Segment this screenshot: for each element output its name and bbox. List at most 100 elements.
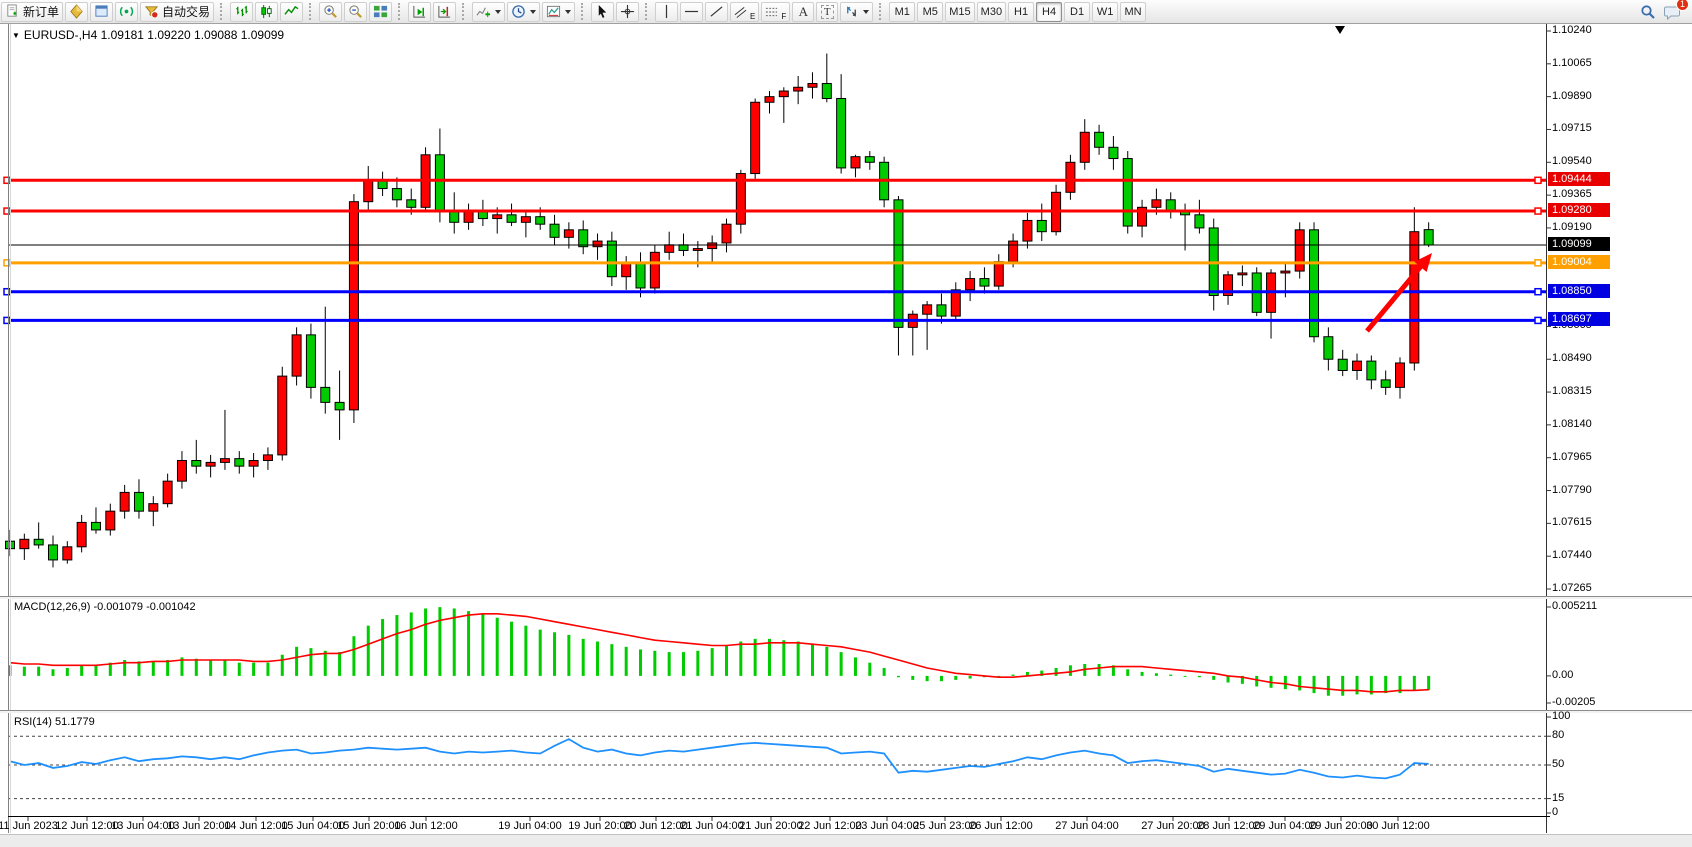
time-axis-label: 25 Jun 23:00: [913, 820, 977, 832]
auto-scroll-button[interactable]: [408, 1, 432, 22]
time-axis-label: 13 Jun 20:00: [167, 820, 231, 832]
timeframe-label: D1: [1070, 5, 1085, 18]
templates-button[interactable]: [542, 1, 576, 22]
timeframe-m15[interactable]: M15: [945, 1, 975, 22]
signals-button[interactable]: [115, 1, 139, 22]
periods-button[interactable]: [507, 1, 541, 22]
zoom-in-button[interactable]: [319, 1, 343, 22]
vertical-line-button[interactable]: [655, 1, 679, 22]
chart-shift-icon: [437, 4, 452, 19]
price-tick-label: 1.07615: [1552, 516, 1592, 529]
time-axis-label: 30 Jun 12:00: [1366, 820, 1430, 832]
fibonacci-glyph: F: [781, 11, 787, 21]
timeframe-m1[interactable]: M1: [889, 1, 916, 22]
rsi-panel[interactable]: [8, 713, 1546, 816]
rsi-axis-label: 100: [1552, 710, 1571, 722]
timeframe-label: M15: [949, 5, 971, 18]
chart-shift-button[interactable]: [433, 1, 457, 22]
price-tick-label: 1.09540: [1552, 155, 1592, 168]
timeframe-label: H4: [1042, 5, 1057, 18]
chevron-down-icon: [565, 9, 572, 14]
timeframe-h1[interactable]: H1: [1008, 1, 1035, 22]
time-axis-label: 16 Jun 12:00: [394, 820, 458, 832]
price-tick-label: 1.07790: [1552, 483, 1592, 496]
candlestick-button[interactable]: [255, 1, 279, 22]
macd-axis-label: 0.00: [1552, 668, 1574, 681]
indicators-button[interactable]: [472, 1, 506, 22]
time-axis-label: 21 Jun 04:00: [680, 820, 744, 832]
vertical-line-icon: [659, 4, 674, 19]
price-tick-label: 1.10065: [1552, 56, 1592, 69]
rsi-indicator-label: RSI(14) 51.1779: [14, 716, 95, 728]
auto-scroll-icon: [412, 4, 427, 19]
time-axis-label: 19 Jun 04:00: [498, 820, 562, 832]
zoom-out-button[interactable]: [344, 1, 368, 22]
price-line-label: 1.09444: [1548, 172, 1610, 187]
timeframe-label: M5: [922, 5, 938, 18]
label-button[interactable]: T: [816, 1, 839, 22]
timeframe-d1[interactable]: D1: [1064, 1, 1091, 22]
timeframe-w1[interactable]: W1: [1092, 1, 1119, 22]
price-tick-label: 1.09715: [1552, 122, 1592, 135]
label-icon: T: [820, 4, 834, 19]
price-tick-label: 1.07440: [1552, 549, 1592, 562]
macd-axis-label: -0.00205: [1552, 696, 1596, 708]
trendline-button[interactable]: [705, 1, 729, 22]
time-axis-label: 11 Jun 2023: [0, 820, 58, 832]
main-chart-panel[interactable]: [8, 23, 1546, 596]
arrows-icon: [844, 4, 859, 19]
toolbar: 新订单 自动交易 E F A T M1 M5 M15 M30 H1 H4 D1 …: [0, 0, 1692, 24]
line-chart-icon: [284, 4, 299, 19]
indicators-icon: [476, 4, 491, 19]
time-axis-label: 15 Jun 04:00: [281, 820, 345, 832]
notification-badge: 1: [1676, 0, 1689, 11]
timeframe-label: M30: [980, 5, 1003, 18]
notifications-button[interactable]: 1: [1661, 0, 1689, 22]
fibonacci-button[interactable]: F: [761, 1, 791, 22]
time-axis-label: 12 Jun 12:00: [55, 820, 119, 832]
arrows-button[interactable]: [840, 1, 874, 22]
bar-chart-button[interactable]: [230, 1, 254, 22]
line-chart-button[interactable]: [280, 1, 304, 22]
cursor-button[interactable]: [591, 1, 615, 22]
price-tick-label: 1.08490: [1552, 352, 1592, 365]
time-axis-label: 13 Jun 04:00: [111, 820, 175, 832]
price-line-label: 1.08697: [1548, 312, 1610, 327]
price-tick-label: 1.07965: [1552, 450, 1592, 463]
channel-button[interactable]: E: [730, 1, 760, 22]
price-tick-label: 1.08315: [1552, 385, 1592, 398]
macd-panel[interactable]: [8, 599, 1546, 710]
timeframe-m30[interactable]: M30: [976, 1, 1007, 22]
time-axis-label: 26 Jun 12:00: [969, 820, 1033, 832]
terminal-button[interactable]: [90, 1, 114, 22]
autotrading-label: 自动交易: [162, 5, 211, 19]
timeframe-h4[interactable]: H4: [1036, 1, 1063, 22]
timeframe-m5[interactable]: M5: [917, 1, 944, 22]
price-tick-label: 1.08140: [1552, 417, 1592, 430]
collapse-triangle-icon[interactable]: ▼: [12, 31, 20, 40]
timeframe-label: M1: [894, 5, 910, 18]
autotrading-button[interactable]: 自动交易: [140, 1, 215, 22]
timeframe-mn[interactable]: MN: [1120, 1, 1147, 22]
toolbar-separator: [581, 3, 585, 20]
time-axis-label: 14 Jun 12:00: [224, 820, 288, 832]
crosshair-button[interactable]: [616, 1, 640, 22]
tile-windows-icon: [373, 4, 388, 19]
zoom-in-icon: [323, 4, 338, 19]
trendline-icon: [709, 4, 724, 19]
mql-button[interactable]: [65, 1, 89, 22]
channel-icon: [734, 5, 747, 19]
candlestick-icon: [259, 4, 274, 19]
text-button[interactable]: A: [792, 1, 815, 22]
new-order-button[interactable]: 新订单: [1, 1, 64, 22]
toolbar-separator: [398, 3, 402, 20]
text-icon: A: [798, 3, 808, 19]
search-button[interactable]: [1637, 2, 1659, 22]
time-axis-label: 20 Jun 12:00: [624, 820, 688, 832]
time-axis-label: 27 Jun 04:00: [1055, 820, 1119, 832]
crosshair-icon: [620, 4, 635, 19]
chart-title-text: EURUSD-,H4 1.09181 1.09220 1.09088 1.090…: [23, 28, 285, 42]
tile-windows-button[interactable]: [369, 1, 393, 22]
toolbar-separator: [220, 3, 224, 20]
horizontal-line-button[interactable]: [680, 1, 704, 22]
